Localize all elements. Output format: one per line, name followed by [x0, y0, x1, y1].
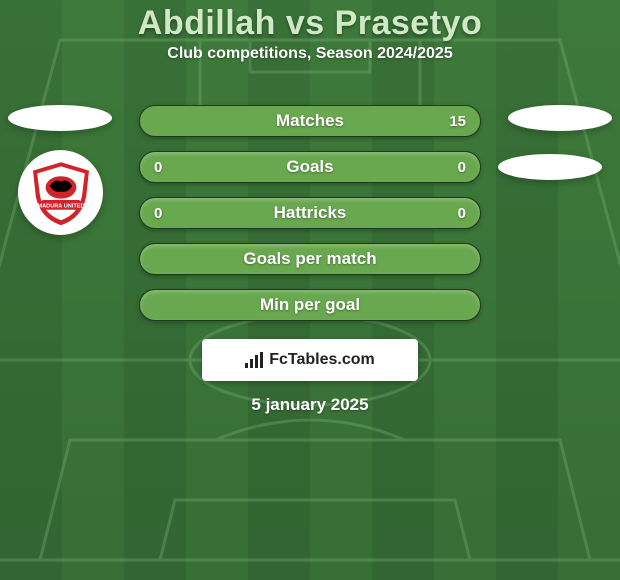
stat-pill: Goals per match: [139, 243, 481, 275]
watermark: FcTables.com: [202, 339, 418, 381]
stat-pill: Min per goal: [139, 289, 481, 321]
player-left-badge: [8, 105, 112, 131]
stat-label: Goals per match: [243, 249, 376, 269]
stat-value-left: 0: [154, 159, 162, 176]
stat-value-left: 0: [154, 205, 162, 222]
player-right-badge: [508, 105, 612, 131]
stat-label: Min per goal: [260, 295, 360, 315]
player-right-badge-2: [498, 154, 602, 180]
stat-pill: Goals 0 0: [139, 151, 481, 183]
stat-label: Goals: [286, 157, 333, 177]
stat-label: Hattricks: [274, 203, 347, 223]
stat-pill: Matches 15: [139, 105, 481, 137]
date: 5 january 2025: [251, 395, 368, 415]
stats-area: MADURA UNITED Matches 15 Goals 0 0 Hattricks 0…: [0, 105, 620, 321]
subtitle: Club competitions, Season 2024/2025: [167, 45, 452, 63]
svg-text:MADURA UNITED: MADURA UNITED: [37, 203, 84, 209]
stats-pill-list: Matches 15 Goals 0 0 Hattricks 0 0 Goals per mat…: [139, 105, 481, 321]
stat-label: Matches: [276, 111, 344, 131]
stat-value-right: 0: [458, 205, 466, 222]
player-left-club-logo: MADURA UNITED: [18, 150, 103, 235]
club-logo-icon: MADURA UNITED: [26, 158, 96, 228]
bar-chart-icon: [245, 352, 263, 368]
page-title: Abdillah vs Prasetyo: [138, 4, 482, 43]
watermark-text: FcTables.com: [269, 351, 375, 369]
stat-pill: Hattricks 0 0: [139, 197, 481, 229]
stat-value-right: 15: [449, 113, 466, 130]
stat-value-right: 0: [458, 159, 466, 176]
